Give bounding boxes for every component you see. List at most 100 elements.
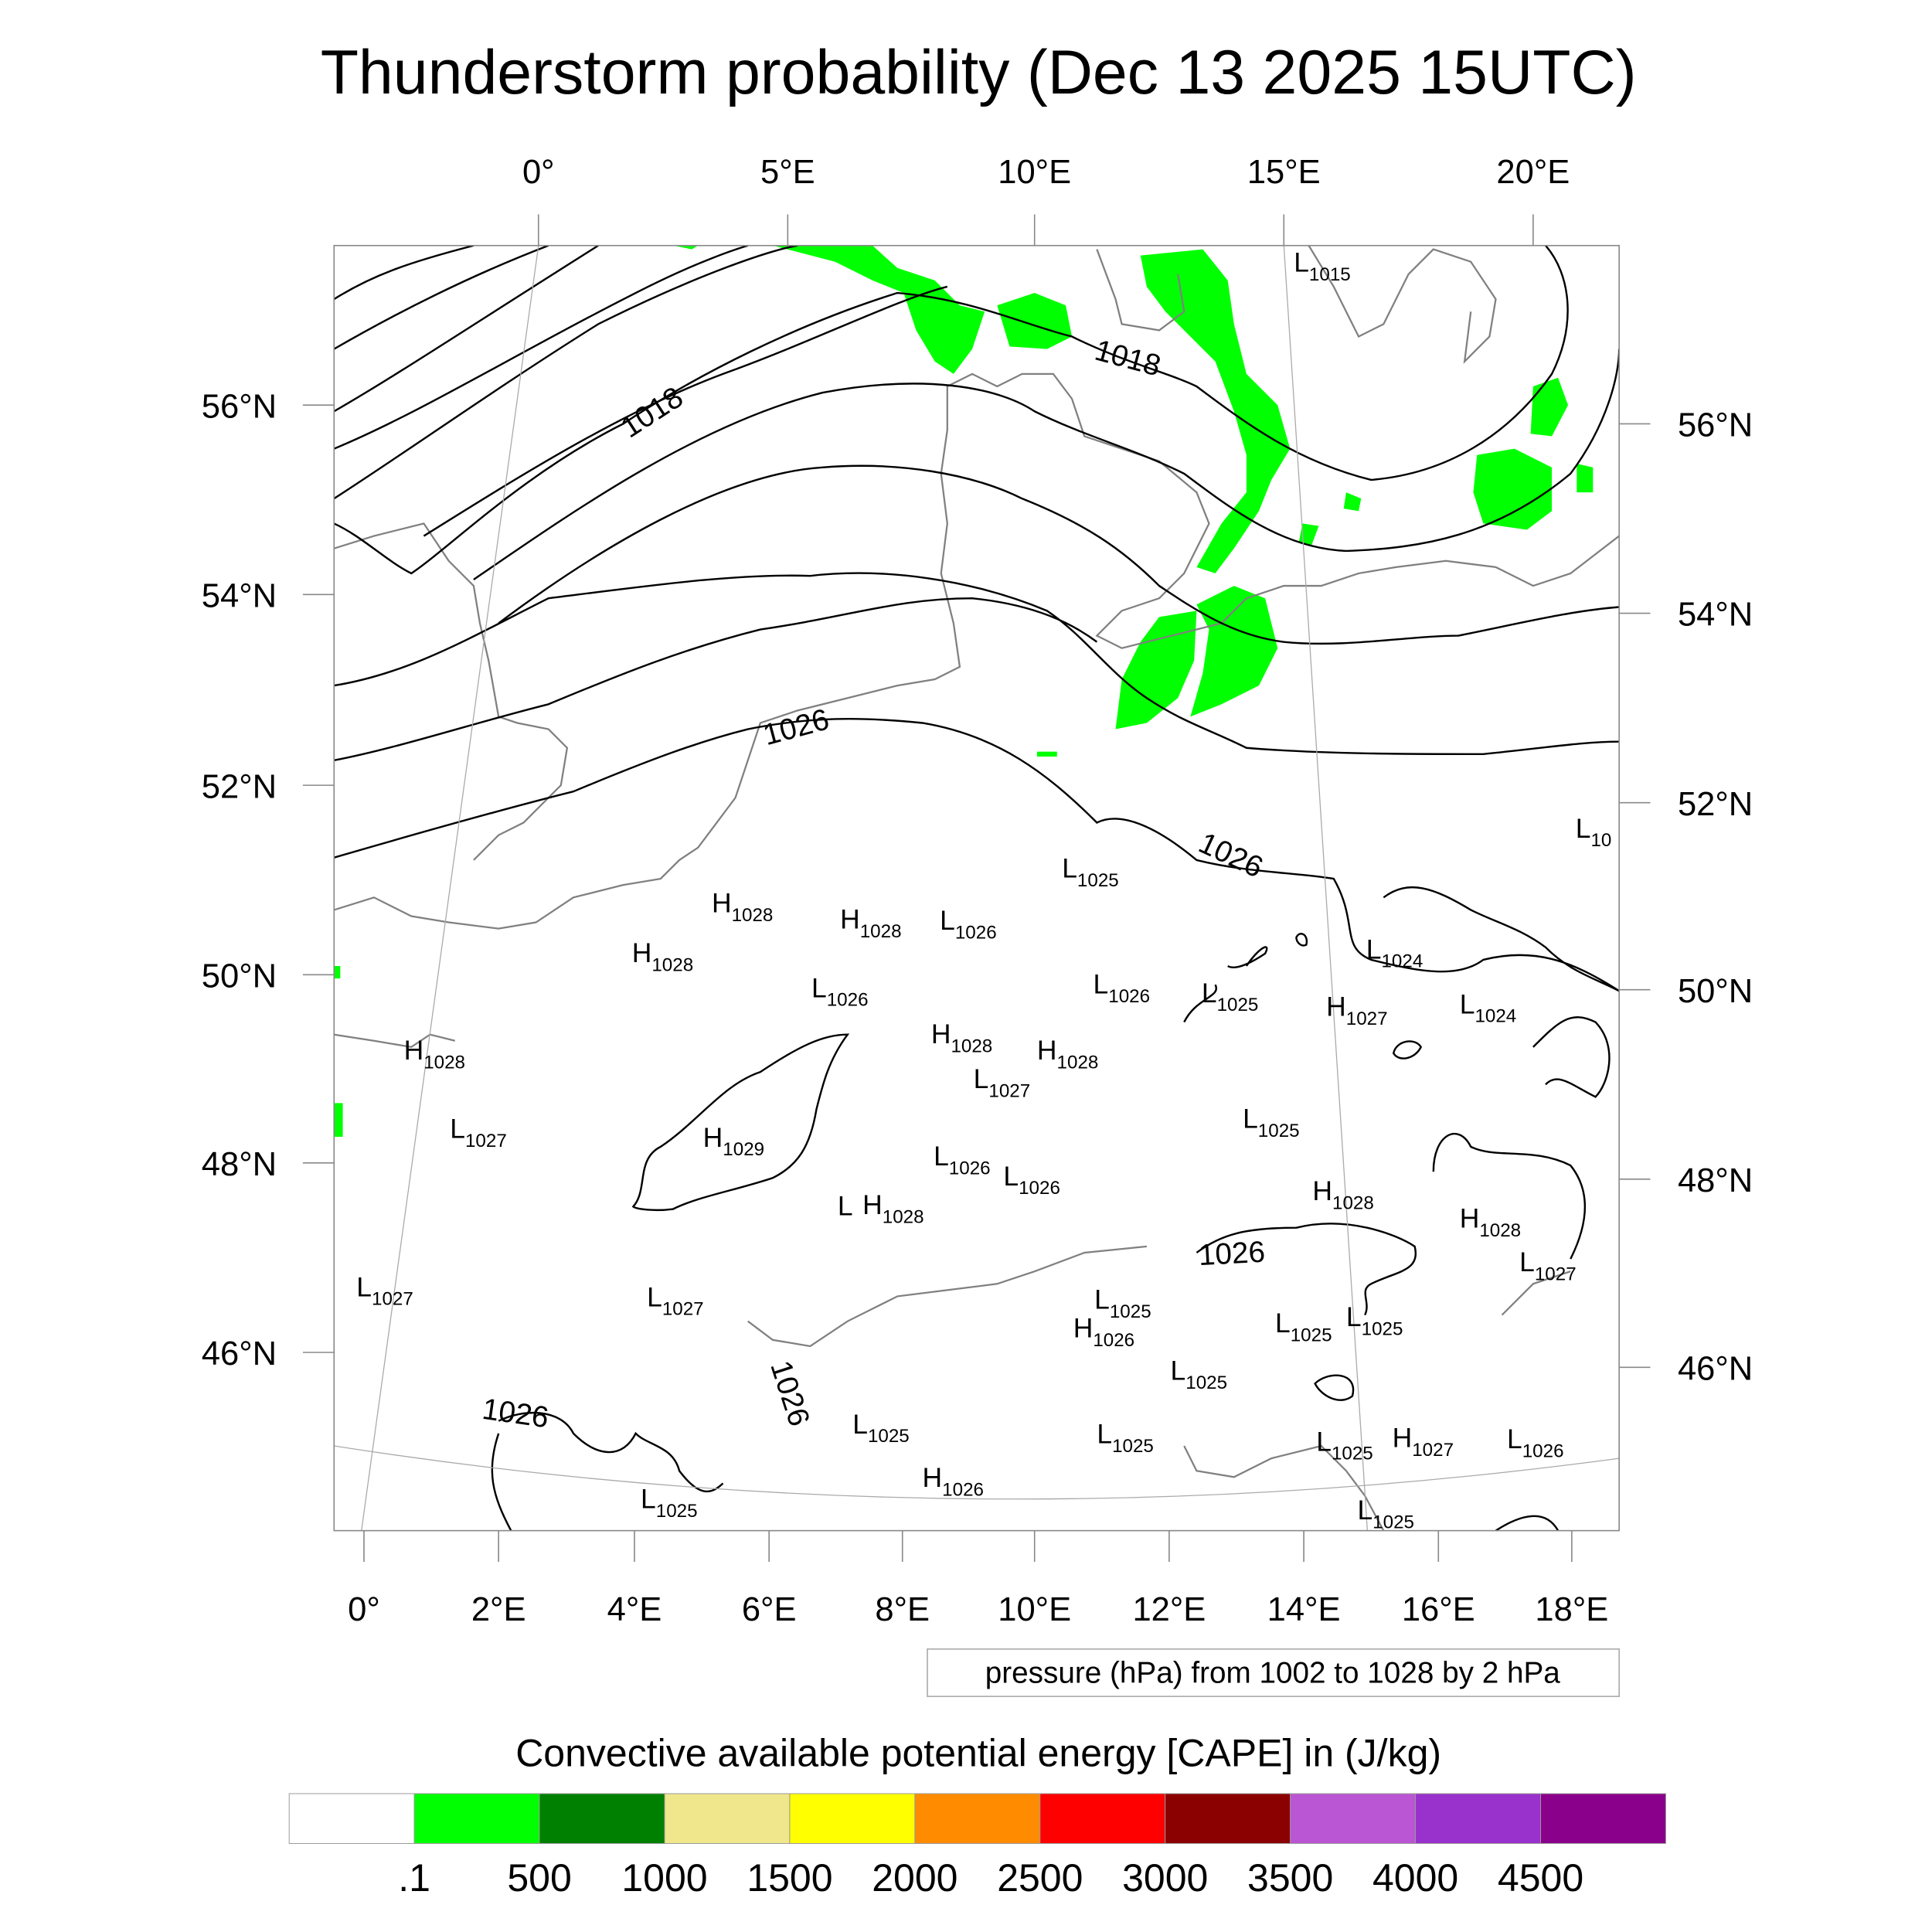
pressure-center-low: L1026 [1507,1423,1564,1461]
colorbar-label: 3000 [1122,1856,1208,1900]
pressure-center-high: H1028 [931,1019,992,1056]
colorbar-label: 3500 [1247,1856,1333,1900]
pressure-center-low: L1025 [1275,1308,1332,1345]
pressure-center-low: L1026 [934,1141,991,1179]
lon-label: 14°E [1267,1591,1341,1628]
map-plot-area: 1018 1018 1026 1026 1026 1026 1026 L1015… [333,244,1620,1532]
lat-label: 52°N [1678,786,1753,823]
pressure-center-low: L1015 [1294,247,1351,285]
pressure-center-low: L1025 [1357,1495,1414,1532]
pressure-center-low: L1026 [811,972,869,1010]
lat-label: 56°N [1678,407,1753,444]
lat-label: 46°N [1678,1350,1753,1387]
isobar-label: 1026 [1194,826,1268,884]
coastlines [334,245,1620,1531]
colorbar-swatch [1540,1793,1666,1844]
lat-label: 54°N [1678,597,1753,634]
isobar-label: 1026 [1198,1236,1266,1272]
pressure-center-low: L1025 [1316,1426,1373,1464]
pressure-note: pressure (hPa) from 1002 to 1028 by 2 hP… [985,1656,1561,1689]
colorbar-label: 1500 [747,1856,832,1900]
lon-label: 8°E [875,1591,930,1628]
pressure-center-low: L1025 [1346,1301,1403,1339]
pressure-center-high: H1028 [1460,1203,1521,1241]
pressure-center-low: L10 [1576,813,1612,851]
graticule [334,245,1620,1531]
lon-label: 18°E [1535,1591,1608,1628]
lon-label: 20°E [1496,154,1570,191]
isobar-labels: 1018 1018 1026 1026 1026 1026 1026 [480,334,1267,1435]
colorbar-label: 2500 [997,1856,1083,1900]
colorbar-label: 1000 [621,1856,707,1900]
lat-label: 50°N [1678,973,1753,1010]
lat-label: 52°N [202,768,277,805]
pressure-center-high: H1026 [923,1462,984,1500]
pressure-center-high: H1026 [1073,1313,1134,1351]
colorbar-swatch [1415,1793,1542,1844]
pressure-center-low: L1027 [1519,1247,1577,1284]
colorbar-label: 4500 [1498,1856,1583,1900]
pressure-center-low: L1027 [974,1063,1031,1101]
colorbar-swatch [1165,1793,1291,1844]
lon-label: 2°E [471,1591,526,1628]
lon-label: 10°E [998,154,1071,191]
lat-label: 54°N [202,577,277,614]
pressure-center-low: L1024 [1366,934,1423,971]
left-latitude-labels: 56°N 54°N 52°N 50°N 48°N 46°N [202,388,277,1372]
pressure-center-high: H1028 [712,888,773,926]
pressure-center-high: H1028 [632,937,693,975]
pressure-center-low: L1024 [1460,988,1517,1026]
map-title: Thunderstorm probability (Dec 13 2025 15… [321,38,1637,107]
colorbar-swatch [1290,1793,1417,1844]
pressure-center-low: L1025 [1097,1419,1154,1457]
colorbar-swatch [539,1793,665,1844]
pressure-center-low: L1025 [1202,978,1259,1015]
isobar-label: 1018 [1091,334,1164,383]
colorbar-label: 500 [507,1856,571,1900]
pressure-center-high: H1027 [1393,1423,1454,1461]
pressure-center-low: L1026 [1094,968,1151,1006]
lon-label: 12°E [1132,1591,1206,1628]
colorbar-label: 4000 [1372,1856,1458,1900]
pressure-center-low: L1025 [1062,852,1119,890]
pressure-center-low: L1026 [1003,1161,1060,1199]
isobar-label: 1026 [764,1357,815,1430]
lat-label: 48°N [1678,1162,1753,1199]
pressure-center-high: H1029 [703,1122,764,1160]
colorbar-swatch [914,1793,1041,1844]
lon-label: 0° [522,154,555,191]
cape-colorbar: .1 500 1000 1500 2000 2500 3000 3500 4000 4500 [288,1793,1666,1900]
pressure-center-low: L1025 [1243,1104,1300,1141]
colorbar-swatch [288,1793,415,1844]
pressure-center-low: L1026 [940,905,997,943]
pressure-center-high: H1028 [1037,1035,1098,1073]
axis-ticks [302,214,1651,1562]
isobar-label: 1026 [760,702,832,752]
pressure-note-box: pressure (hPa) from 1002 to 1028 by 2 hP… [927,1648,1620,1697]
pressure-center-low: L1025 [1171,1355,1228,1393]
lat-label: 48°N [202,1146,277,1183]
pressure-center-low: L1027 [647,1281,704,1319]
isobar-label: 1026 [480,1393,550,1435]
pressure-centers: L1015 H1028 H1028 L1026 H1028 L1026 L1025 L1026… [356,247,1612,1532]
isobars [334,245,1620,1531]
pressure-center-high: H1028 [404,1035,465,1073]
colorbar-label: 2000 [872,1856,957,1900]
lon-label: 10°E [998,1591,1071,1628]
lon-label: 15°E [1247,154,1321,191]
lon-label: 0° [348,1591,380,1628]
right-latitude-labels: 56°N 54°N 52°N 50°N 48°N 46°N [1678,407,1753,1388]
cape-areas [334,245,1594,1137]
bottom-longitude-labels: 0° 2°E 4°E 6°E 8°E 10°E 12°E 14°E 16°E 1… [348,1591,1608,1628]
colorbar-swatch [664,1793,791,1844]
map-frame [333,244,1620,1532]
pressure-center-high: H1028 [840,904,901,942]
lon-label: 16°E [1402,1591,1475,1628]
pressure-center-high: H1027 [1326,992,1387,1029]
lat-label: 56°N [202,388,277,425]
lon-label: 5°E [760,154,815,191]
lat-label: 50°N [202,957,277,995]
pressure-center-low: L1025 [641,1484,698,1522]
legend-title: Convective available potential energy [C… [515,1731,1441,1774]
